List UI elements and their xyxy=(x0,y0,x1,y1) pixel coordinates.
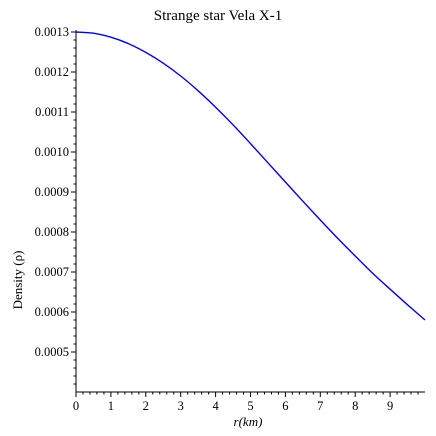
x-tick-label: 6 xyxy=(282,399,288,413)
y-tick-label: 0.0013 xyxy=(35,25,69,39)
x-axis-label: r(km) xyxy=(234,414,263,429)
y-axis-label: Density (ρ) xyxy=(10,251,25,310)
x-tick-label: 0 xyxy=(73,399,79,413)
x-tick-label: 4 xyxy=(212,399,219,413)
y-tick-label: 0.0011 xyxy=(35,105,69,119)
y-tick-label: 0.0008 xyxy=(35,225,69,239)
chart-title: Strange star Vela X-1 xyxy=(154,8,282,24)
y-tick-label: 0.0005 xyxy=(35,345,69,359)
x-tick-label: 7 xyxy=(317,399,323,413)
plot-area: 0 1 2 3 4 5 6 7 8 9 0.0005 0.0006 0.0007 0.0008 0.0009… xyxy=(35,25,426,413)
x-tick-label: 9 xyxy=(387,399,393,413)
x-tick-label: 1 xyxy=(108,399,114,413)
y-tick-label: 0.0012 xyxy=(35,65,69,79)
y-tick-label: 0.0009 xyxy=(35,185,69,199)
y-tick-label: 0.0007 xyxy=(35,265,69,279)
density-curve xyxy=(75,31,426,321)
y-tick-label: 0.0006 xyxy=(35,305,69,319)
x-tick-label: 2 xyxy=(143,399,149,413)
x-tick-label: 5 xyxy=(247,399,253,413)
x-tick-label: 3 xyxy=(178,399,184,413)
x-tick-label: 8 xyxy=(352,399,358,413)
y-tick-label: 0.0010 xyxy=(35,145,69,159)
